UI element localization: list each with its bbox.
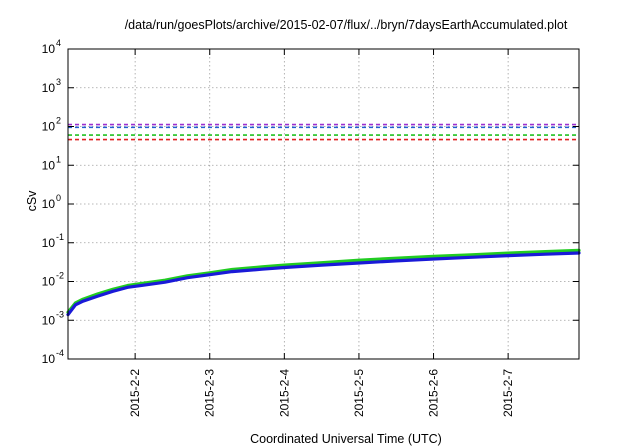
y-tick-base: 10 bbox=[42, 352, 56, 366]
y-tick-base: 10 bbox=[42, 275, 56, 289]
y-tick-label: 10 3 bbox=[42, 77, 61, 95]
y-tick-exponent: -4 bbox=[56, 348, 64, 358]
x-tick-label: 2015-2-5 bbox=[352, 369, 366, 417]
y-tick-exponent: -3 bbox=[56, 309, 64, 319]
y-tick-label: 10 -3 bbox=[42, 309, 64, 327]
series-lines bbox=[66, 248, 581, 317]
series-line bbox=[66, 251, 581, 317]
y-tick-label: 10 0 bbox=[42, 193, 61, 211]
y-tick-exponent: -1 bbox=[56, 232, 64, 242]
x-tick-label: 2015-2-7 bbox=[501, 369, 515, 417]
y-tick-base: 10 bbox=[42, 313, 56, 327]
series-line bbox=[66, 248, 581, 314]
y-tick-base: 10 bbox=[42, 81, 56, 95]
y-tick-label: 10 1 bbox=[42, 154, 61, 172]
y-tick-label: 10 -2 bbox=[42, 271, 64, 289]
y-tick-label: 10 -1 bbox=[42, 232, 64, 250]
y-tick-base: 10 bbox=[42, 158, 56, 172]
y-tick-exponent: 2 bbox=[56, 116, 61, 126]
x-axis-label: Coordinated Universal Time (UTC) bbox=[250, 432, 442, 446]
x-tick-label: 2015-2-4 bbox=[277, 369, 291, 417]
y-tick-label: 10 -4 bbox=[42, 348, 64, 366]
y-tick-base: 10 bbox=[42, 42, 56, 56]
x-tick-label: 2015-2-3 bbox=[203, 369, 217, 417]
y-tick-base: 10 bbox=[42, 236, 56, 250]
y-tick-label: 10 4 bbox=[42, 38, 61, 56]
chart-title: /data/run/goesPlots/archive/2015-02-07/f… bbox=[125, 18, 568, 32]
y-tick-label: 10 2 bbox=[42, 116, 61, 134]
threshold-lines bbox=[68, 123, 579, 141]
x-tick-label: 2015-2-2 bbox=[128, 369, 142, 417]
y-tick-exponent: 1 bbox=[56, 154, 61, 164]
y-tick-exponent: 0 bbox=[56, 193, 61, 203]
y-tick-base: 10 bbox=[42, 120, 56, 134]
y-axis-label: cSv bbox=[25, 190, 39, 212]
x-tick-label: 2015-2-6 bbox=[427, 369, 441, 417]
y-tick-exponent: 3 bbox=[56, 77, 61, 87]
x-ticks: 2015-2-2 2015-2-3 2015-2-4 2015-2-5 2015-2-6… bbox=[128, 49, 515, 417]
y-tick-exponent: -2 bbox=[56, 271, 64, 281]
y-tick-exponent: 4 bbox=[56, 38, 61, 48]
y-tick-base: 10 bbox=[42, 197, 56, 211]
